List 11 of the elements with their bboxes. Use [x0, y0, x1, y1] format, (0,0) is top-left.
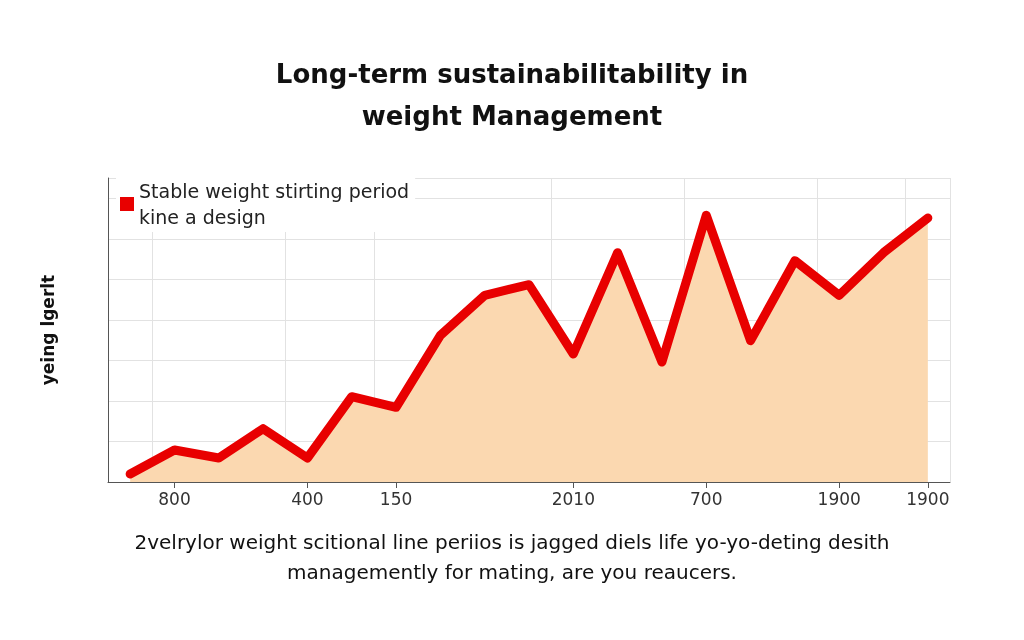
text: 2velrylor weight scitional line periios is jagged diels life yo-yo-deting desith managemently for mating, are you reaucers.	[134, 530, 890, 584]
x-tick-label: 1900	[817, 488, 861, 509]
x-tick-label: 400	[291, 488, 324, 509]
x-tick-label: 700	[690, 488, 723, 509]
y-axis-title: yeing lgerlt	[37, 274, 58, 386]
chart-title: Long-term sustainabilitability in weight Management	[275, 59, 749, 131]
legend-label: Stable weight stirting period kine a design	[139, 180, 410, 228]
x-tick-label: 2010	[551, 488, 595, 509]
x-tick-label: 1900	[906, 488, 950, 509]
x-tick-label: 150	[379, 488, 413, 509]
x-tick-label: 800	[158, 488, 191, 509]
